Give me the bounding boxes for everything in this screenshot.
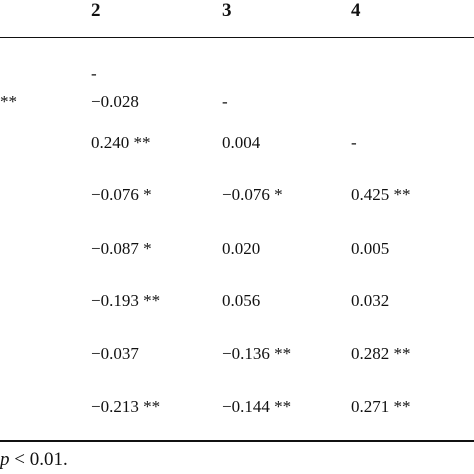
table-cell: 0.425 ** [351,185,411,204]
column-header-4: 4 [351,0,361,21]
table-cell: 0.020 [222,239,261,258]
table-cell: −0.136 ** [222,344,292,363]
table-cell: - [91,64,97,83]
column-header-3: 3 [222,0,232,21]
footnote-text: < 0.01. [9,449,68,470]
table-cell: - [222,92,228,111]
table-cell-left-fragment: ** [0,92,17,111]
table-cell: 0.056 [222,291,261,310]
table-cell: −0.213 ** [91,397,161,416]
footnote-p-symbol: p [0,449,10,470]
table-cell: −0.037 [91,344,139,363]
table-cell: −0.028 [91,92,139,111]
table-cell: 0.240 ** [91,133,151,152]
header-rule [0,37,474,38]
table-cell: 0.004 [222,133,261,152]
bottom-rule [0,440,474,442]
table-cell: −0.087 * [91,239,152,258]
table-cell: 0.282 ** [351,344,411,363]
table-cell: −0.076 * [222,185,283,204]
table-cell: 0.271 ** [351,397,411,416]
table-footnote: p < 0.01. [0,448,68,472]
table-cell: −0.193 ** [91,291,161,310]
table-cell: 0.032 [351,291,390,310]
table-cell: - [351,133,357,152]
table-cell: 0.005 [351,239,390,258]
table-cell: −0.076 * [91,185,152,204]
column-header-2: 2 [91,0,101,21]
table-cell: −0.144 ** [222,397,292,416]
